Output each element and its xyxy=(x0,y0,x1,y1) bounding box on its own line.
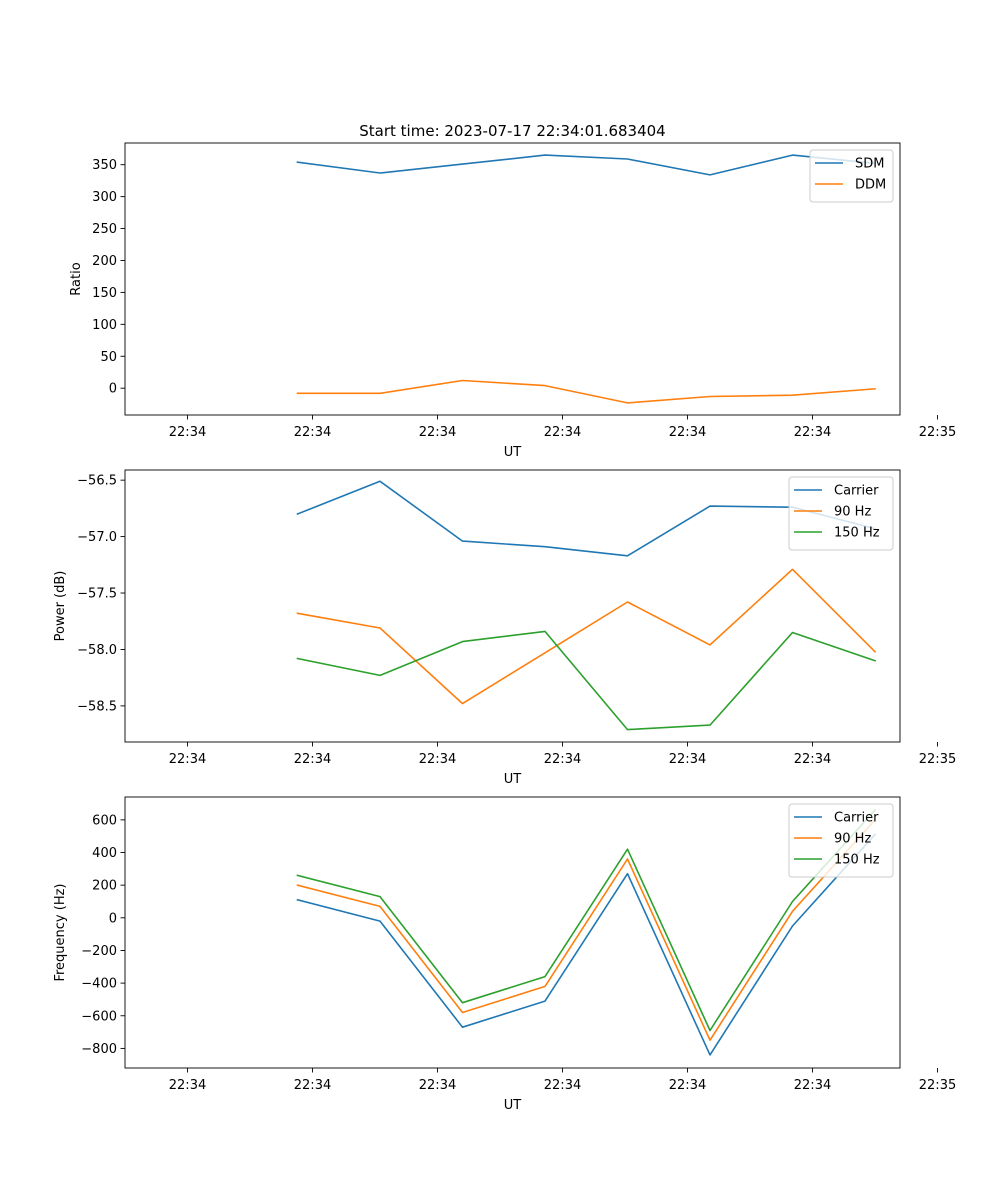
axes-frame xyxy=(124,796,901,1069)
y-tick-label: −58.5 xyxy=(77,699,117,714)
series-lines xyxy=(296,480,877,731)
legend: SDM DDM xyxy=(809,149,894,203)
x-tick-label: 22:34 xyxy=(794,425,831,440)
axes-frame xyxy=(124,469,901,743)
x-tick-label: 22:34 xyxy=(169,1078,206,1093)
y-tick-label: 100 xyxy=(92,318,117,333)
series-line-90-hz xyxy=(296,818,877,1041)
x-tick-label: 22:34 xyxy=(294,752,331,767)
y-axis: −800 −600 −400 −200 0 200 400 600 Frequency (Hz) xyxy=(53,813,125,1057)
legend: Carrier 90 Hz 150 Hz xyxy=(788,476,894,551)
x-tick-label: 22:34 xyxy=(544,425,581,440)
x-tick-label: 22:34 xyxy=(669,752,706,767)
y-tick-label: 150 xyxy=(92,286,117,301)
y-tick-label: −57.5 xyxy=(77,587,117,602)
y-tick-label: −56.5 xyxy=(77,474,117,489)
x-tick-label: 22:34 xyxy=(419,425,456,440)
series-line-150-hz xyxy=(296,808,877,1032)
y-tick-label: 0 xyxy=(109,382,117,397)
axes-frame xyxy=(124,142,901,416)
legend-label: 150 Hz xyxy=(834,853,880,868)
x-tick-label: 22:34 xyxy=(419,1078,456,1093)
y-tick-label: 250 xyxy=(92,222,117,237)
y-axis: 0 50 100 150 200 250 300 350 Ratio xyxy=(69,158,125,397)
x-tick-label: 22:34 xyxy=(669,1078,706,1093)
x-tick-label: 22:34 xyxy=(544,1078,581,1093)
x-axis: 22:34 22:34 22:34 22:34 22:34 22:34 22:35 UT xyxy=(169,742,956,787)
x-tick-label: 22:34 xyxy=(294,1078,331,1093)
x-tick-label: 22:34 xyxy=(544,752,581,767)
legend-label: DDM xyxy=(855,178,886,193)
x-tick-label: 22:34 xyxy=(794,752,831,767)
chart-panel-2: 22:34 22:34 22:34 22:34 22:34 22:34 22:35 UT −58… xyxy=(53,469,956,787)
x-tick-label: 22:34 xyxy=(669,425,706,440)
panels: 22:34 22:34 22:34 22:34 22:34 22:34 22:35 UT 0 50… xyxy=(53,142,956,1113)
series-line-90-hz xyxy=(296,568,877,705)
y-axis-label: Ratio xyxy=(69,262,84,295)
legend-label: 90 Hz xyxy=(834,832,871,847)
legend-label: 150 Hz xyxy=(834,526,880,541)
x-tick-label: 22:34 xyxy=(169,752,206,767)
legend: Carrier 90 Hz 150 Hz xyxy=(788,803,894,878)
x-axis-label: UT xyxy=(504,445,522,460)
y-tick-label: 600 xyxy=(92,813,117,828)
chart-panel-1: 22:34 22:34 22:34 22:34 22:34 22:34 22:35 UT 0 50… xyxy=(69,142,956,460)
x-axis-label: UT xyxy=(504,1098,522,1113)
x-axis: 22:34 22:34 22:34 22:34 22:34 22:34 22:35 UT xyxy=(169,1068,956,1113)
x-tick-label: 22:34 xyxy=(419,752,456,767)
y-tick-label: 0 xyxy=(109,911,117,926)
series-line-150-hz xyxy=(296,630,877,731)
y-tick-label: −400 xyxy=(81,977,117,992)
series-line-ddm xyxy=(296,379,876,404)
x-tick-label: 22:34 xyxy=(169,425,206,440)
y-tick-label: −800 xyxy=(81,1042,117,1057)
series-line-sdm xyxy=(296,154,876,176)
x-tick-label: 22:34 xyxy=(794,1078,831,1093)
y-tick-label: 300 xyxy=(92,190,117,205)
x-tick-label: 22:34 xyxy=(294,425,331,440)
series-line-carrier xyxy=(296,833,877,1056)
y-tick-label: 200 xyxy=(92,254,117,269)
series-line-carrier xyxy=(296,480,876,557)
y-tick-label: 50 xyxy=(100,350,117,365)
series-lines xyxy=(296,808,877,1056)
series-lines xyxy=(296,154,876,404)
y-tick-label: 200 xyxy=(92,879,117,894)
y-tick-label: −600 xyxy=(81,1009,117,1024)
legend-label: SDM xyxy=(855,157,884,172)
figure-title: Start time: 2023-07-17 22:34:01.683404 xyxy=(359,122,665,140)
legend-label: Carrier xyxy=(834,484,879,499)
legend-label: 90 Hz xyxy=(834,505,871,520)
y-tick-label: 350 xyxy=(92,158,117,173)
y-tick-label: −58.0 xyxy=(77,643,117,658)
y-axis: −58.5 −58.0 −57.5 −57.0 −56.5 Power (dB) xyxy=(53,474,125,714)
x-tick-label: 22:35 xyxy=(919,425,956,440)
x-tick-label: 22:35 xyxy=(919,1078,956,1093)
legend-label: Carrier xyxy=(834,811,879,826)
y-axis-label: Frequency (Hz) xyxy=(53,883,68,981)
x-axis: 22:34 22:34 22:34 22:34 22:34 22:34 22:35 UT xyxy=(169,415,956,460)
x-tick-label: 22:35 xyxy=(919,752,956,767)
y-tick-label: 400 xyxy=(92,846,117,861)
chart-panel-3: 22:34 22:34 22:34 22:34 22:34 22:34 22:35 UT −80… xyxy=(53,796,956,1113)
y-axis-label: Power (dB) xyxy=(53,571,68,642)
y-tick-label: −200 xyxy=(81,944,117,959)
x-axis-label: UT xyxy=(504,772,522,787)
y-tick-label: −57.0 xyxy=(77,530,117,545)
